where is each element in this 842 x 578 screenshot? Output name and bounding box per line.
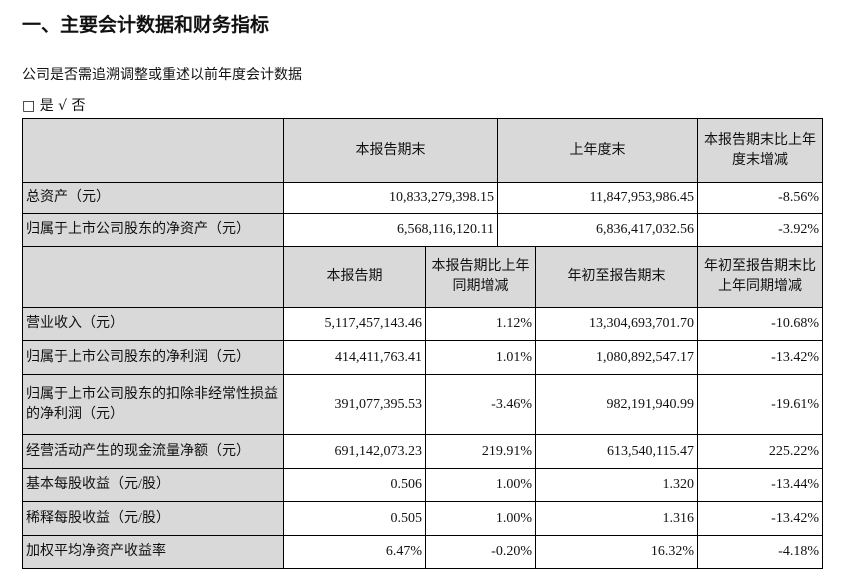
cell: 6,836,417,032.56 xyxy=(497,213,698,247)
cell: 1,080,892,547.17 xyxy=(535,340,698,375)
table-row: 归属于上市公司股东的净资产（元） 6,568,116,120.11 6,836,… xyxy=(22,213,823,247)
cell: -10.68% xyxy=(697,307,823,341)
cell: 6.47% xyxy=(283,535,426,569)
check-icon: √ xyxy=(58,98,68,114)
cell: -13.44% xyxy=(697,468,823,502)
cell: 982,191,940.99 xyxy=(535,374,698,435)
row-label: 总资产（元） xyxy=(22,182,284,214)
table-row: 加权平均净资产收益率 6.47% -0.20% 16.32% -4.18% xyxy=(22,535,823,569)
cell: 10,833,279,398.15 xyxy=(283,182,498,214)
cell: 11,847,953,986.45 xyxy=(497,182,698,214)
header-cell: 年初至报告期末 xyxy=(535,246,698,308)
header-cell: 本报告期 xyxy=(283,246,426,308)
option-yes: 是 xyxy=(39,98,54,114)
cell: 1.316 xyxy=(535,501,698,536)
balance-table: 本报告期末 上年度末 本报告期末比上年度末增减 总资产（元） 10,833,27… xyxy=(22,118,823,247)
table-row: 稀释每股收益（元/股） 0.505 1.00% 1.316 -13.42% xyxy=(22,501,823,536)
header-cell: 本报告期末比上年度末增减 xyxy=(697,118,823,183)
cell: -4.18% xyxy=(697,535,823,569)
header-cell xyxy=(22,118,284,183)
row-label: 加权平均净资产收益率 xyxy=(22,535,284,569)
row-label: 归属于上市公司股东的净资产（元） xyxy=(22,213,284,247)
cell: -19.61% xyxy=(697,374,823,435)
cell: 613,540,115.47 xyxy=(535,434,698,469)
cell: -3.46% xyxy=(425,374,536,435)
cell: 414,411,763.41 xyxy=(283,340,426,375)
header-cell: 本报告期末 xyxy=(283,118,498,183)
cell: 1.01% xyxy=(425,340,536,375)
row-label: 基本每股收益（元/股） xyxy=(22,468,284,502)
header-cell: 本报告期比上年同期增减 xyxy=(425,246,536,308)
row-label: 稀释每股收益（元/股） xyxy=(22,501,284,536)
table-row: 经营活动产生的现金流量净额（元） 691,142,073.23 219.91% 613… xyxy=(22,434,823,469)
restatement-options: □ 是 √ 否 xyxy=(22,95,86,115)
row-label: 经营活动产生的现金流量净额（元） xyxy=(22,434,284,469)
row-label: 归属于上市公司股东的扣除非经常性损益的净利润（元） xyxy=(22,374,284,435)
table-row: 营业收入（元） 5,117,457,143.46 1.12% 13,304,693,7… xyxy=(22,307,823,341)
cell: 6,568,116,120.11 xyxy=(283,213,498,247)
cell: -8.56% xyxy=(697,182,823,214)
table-header-row: 本报告期 本报告期比上年同期增减 年初至报告期末 年初至报告期末比上年同期增减 xyxy=(22,246,823,308)
cell: 16.32% xyxy=(535,535,698,569)
cell: 5,117,457,143.46 xyxy=(283,307,426,341)
cell: 1.00% xyxy=(425,468,536,502)
table-row: 基本每股收益（元/股） 0.506 1.00% 1.320 -13.44% xyxy=(22,468,823,502)
cell: 225.22% xyxy=(697,434,823,469)
cell: 1.00% xyxy=(425,501,536,536)
cell: 219.91% xyxy=(425,434,536,469)
header-cell xyxy=(22,246,284,308)
table-row: 总资产（元） 10,833,279,398.15 11,847,953,986.… xyxy=(22,182,823,214)
cell: -3.92% xyxy=(697,213,823,247)
cell: 1.320 xyxy=(535,468,698,502)
cell: 0.506 xyxy=(283,468,426,502)
header-cell: 年初至报告期末比上年同期增减 xyxy=(697,246,823,308)
income-table: 本报告期 本报告期比上年同期增减 年初至报告期末 年初至报告期末比上年同期增减 … xyxy=(22,246,823,569)
cell: 391,077,395.53 xyxy=(283,374,426,435)
table-row: 归属于上市公司股东的净利润（元） 414,411,763.41 1.01% 1,080… xyxy=(22,340,823,375)
header-cell: 上年度末 xyxy=(497,118,698,183)
cell: 13,304,693,701.70 xyxy=(535,307,698,341)
row-label: 营业收入（元） xyxy=(22,307,284,341)
cell: 691,142,073.23 xyxy=(283,434,426,469)
section-title: 一、主要会计数据和财务指标 xyxy=(22,14,270,36)
cell: -13.42% xyxy=(697,340,823,375)
cell: 0.505 xyxy=(283,501,426,536)
checkbox-icon[interactable]: □ xyxy=(22,98,36,114)
cell: -13.42% xyxy=(697,501,823,536)
table-row: 归属于上市公司股东的扣除非经常性损益的净利润（元） 391,077,395.53-… xyxy=(22,374,823,435)
cell: 1.12% xyxy=(425,307,536,341)
option-no: 否 xyxy=(71,98,86,114)
restatement-question: 公司是否需追溯调整或重述以前年度会计数据 xyxy=(22,67,302,83)
table-header-row: 本报告期末 上年度末 本报告期末比上年度末增减 xyxy=(22,118,823,183)
row-label: 归属于上市公司股东的净利润（元） xyxy=(22,340,284,375)
cell: -0.20% xyxy=(425,535,536,569)
